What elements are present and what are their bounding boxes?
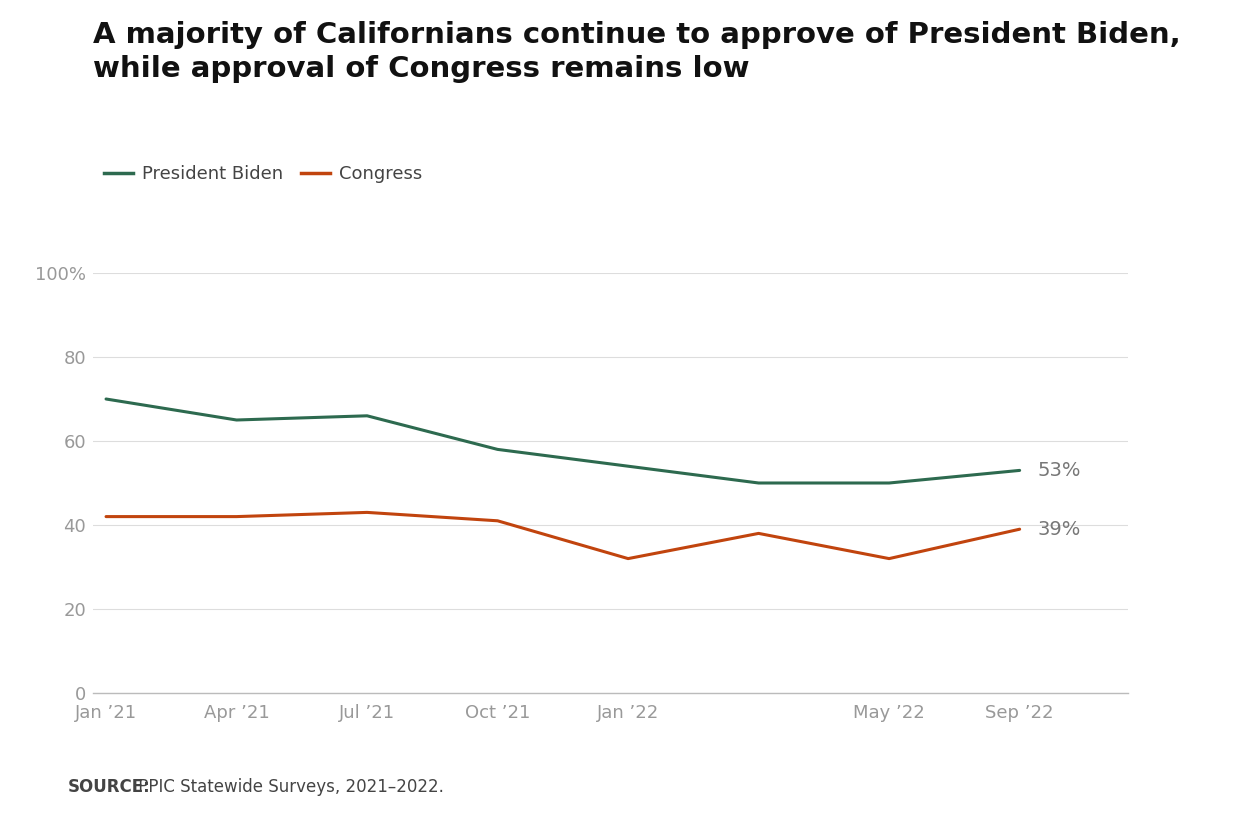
Text: while approval of Congress remains low: while approval of Congress remains low — [93, 55, 749, 82]
Text: A majority of Californians continue to approve of President Biden,: A majority of Californians continue to a… — [93, 21, 1180, 49]
Text: SOURCE:: SOURCE: — [68, 779, 151, 796]
Text: 53%: 53% — [1037, 461, 1080, 480]
Text: 39%: 39% — [1037, 520, 1080, 538]
Text: PPIC Statewide Surveys, 2021–2022.: PPIC Statewide Surveys, 2021–2022. — [133, 779, 444, 796]
Legend: President Biden, Congress: President Biden, Congress — [97, 158, 429, 191]
